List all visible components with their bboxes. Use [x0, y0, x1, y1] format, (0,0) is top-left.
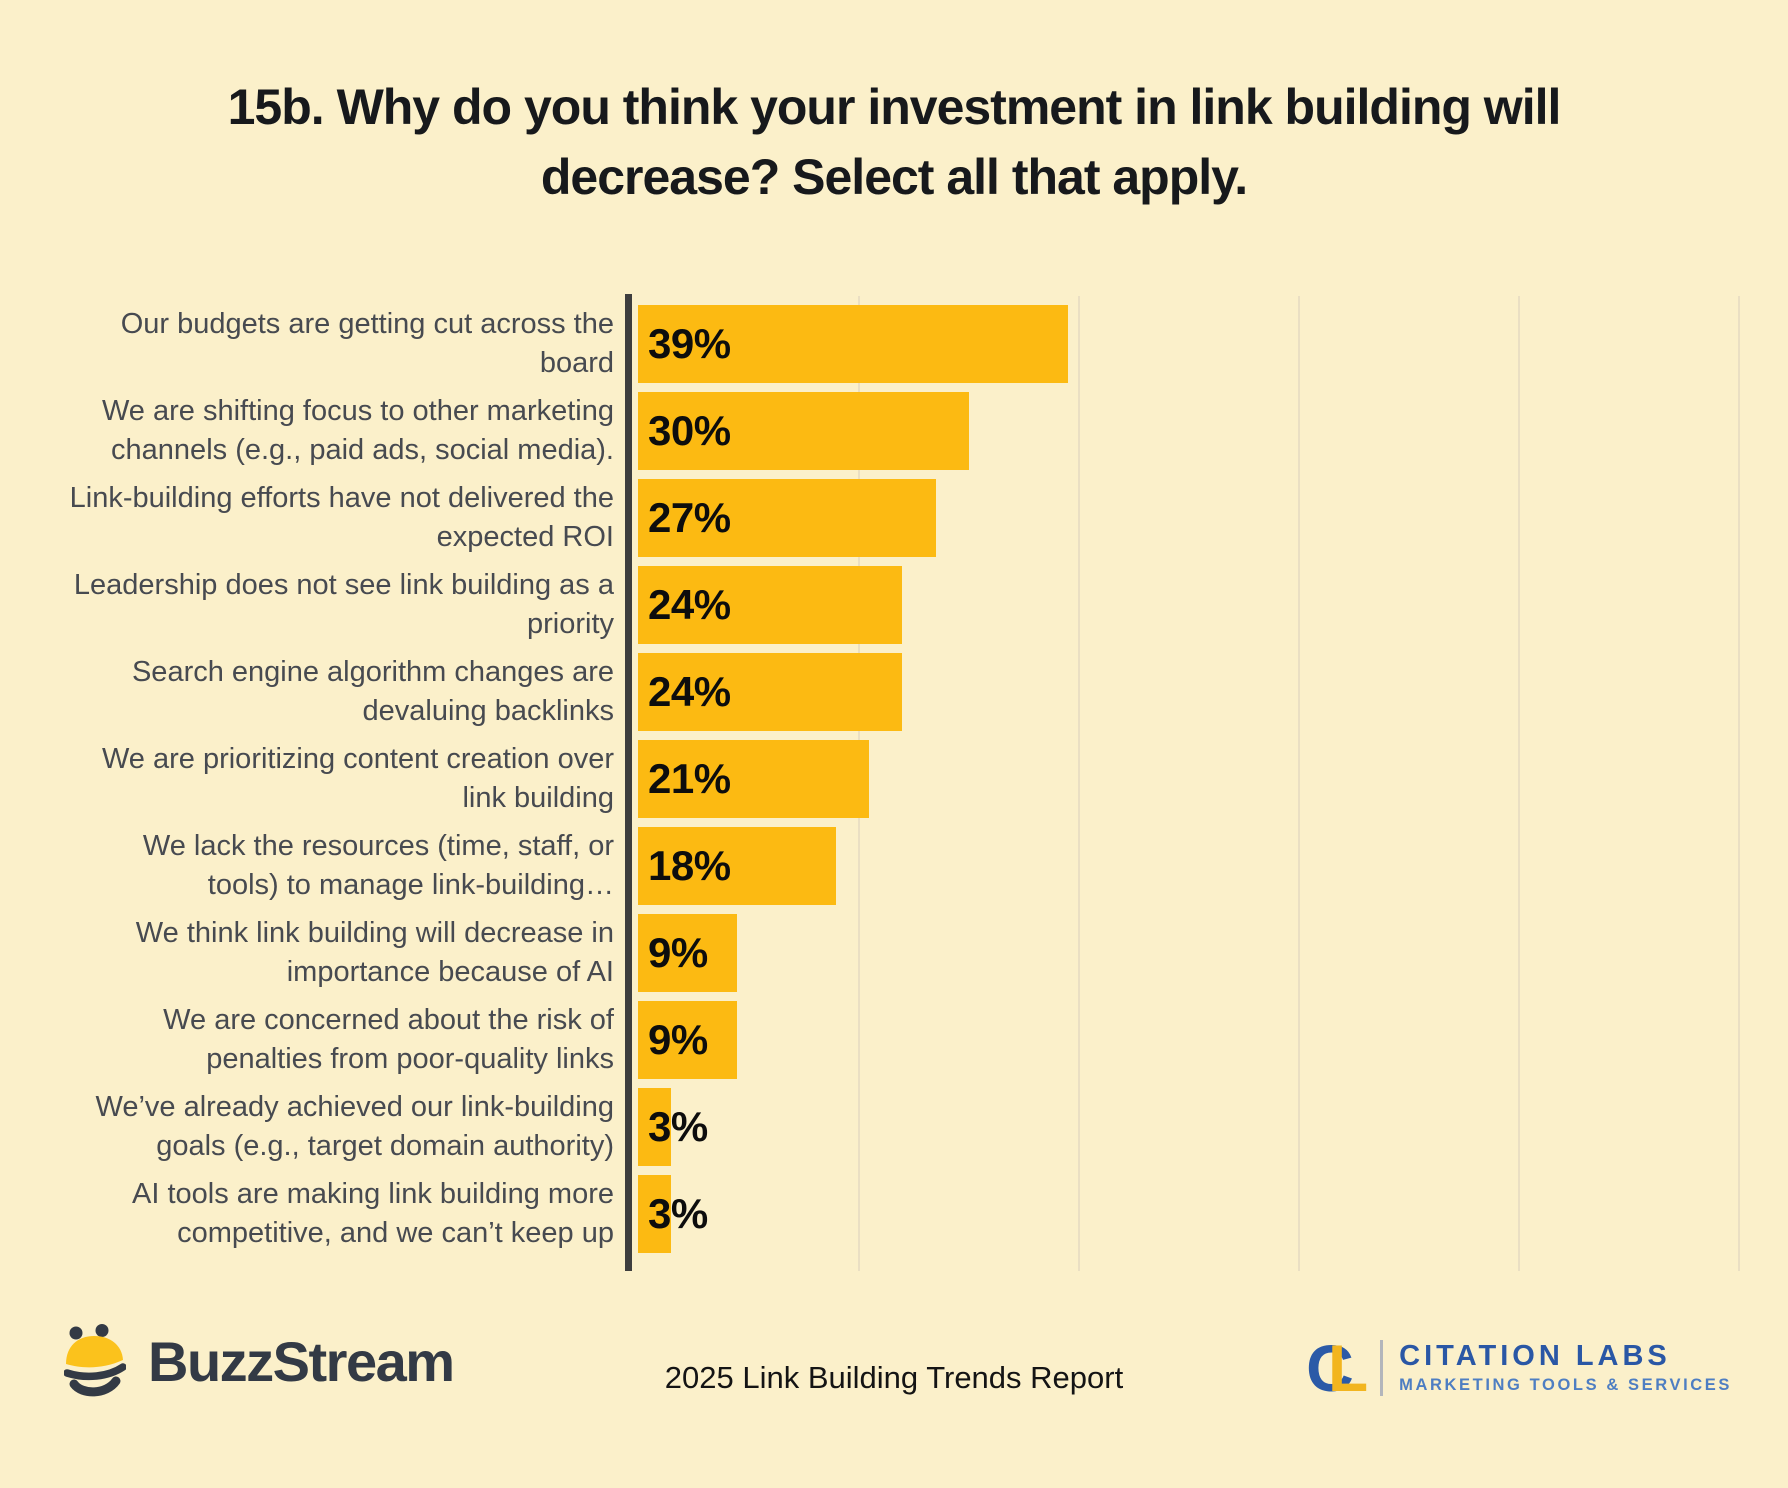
chart-row: Leadership does not see link building as… — [65, 566, 1740, 644]
value-label: 21% — [648, 755, 731, 802]
chart-row: We’ve already achieved our link-building… — [65, 1088, 1740, 1166]
bar: 21% — [638, 740, 870, 818]
category-label: We are prioritizing content creation ove… — [101, 743, 614, 814]
chart-row: Search engine algorithm changes are deva… — [65, 653, 1740, 731]
value-label: 3% — [648, 1103, 708, 1150]
bar: 24% — [638, 653, 903, 731]
gridline-40pct — [1078, 296, 1080, 1271]
bar: 30% — [638, 392, 969, 470]
value-label: 9% — [648, 1016, 708, 1063]
category-label: We think link building will decrease in … — [135, 917, 614, 988]
bar: 24% — [638, 566, 903, 644]
category-label: We are shifting focus to other marketing… — [101, 395, 614, 466]
citationlabs-text: CITATION LABS MARKETING TOOLS & SERVICES — [1399, 1341, 1732, 1395]
report-caption: 2025 Link Building Trends Report — [664, 1360, 1124, 1395]
chart-title: 15b. Why do you think your investment in… — [0, 72, 1788, 212]
value-label: 24% — [648, 668, 731, 715]
bar-track: 27% — [638, 479, 1740, 557]
chart-row: Our budgets are getting cut across the b… — [65, 305, 1740, 383]
category-label: We’ve already achieved our link-building… — [95, 1091, 614, 1162]
category-label: We lack the resources (time, staff, or t… — [142, 830, 614, 901]
bar-chart: Our budgets are getting cut across the b… — [65, 294, 1740, 1271]
bar: 27% — [638, 479, 936, 557]
chart-row: Link-building efforts have not delivered… — [65, 479, 1740, 557]
bar: 9% — [638, 914, 738, 992]
category-label: Search engine algorithm changes are deva… — [131, 656, 614, 727]
category-label: AI tools are making link building more c… — [132, 1178, 614, 1249]
bar-track: 9% — [638, 914, 1740, 992]
bar-track: 21% — [638, 740, 1740, 818]
value-label: 24% — [648, 581, 731, 628]
buzzstream-bee-icon — [64, 1324, 126, 1397]
gridline-100pct — [1738, 296, 1740, 1271]
citationlabs-logo: C L CITATION LABS MARKETING TOOLS & SERV… — [1306, 1331, 1732, 1405]
bar: 3% — [638, 1088, 708, 1166]
chart-title-line-2: decrease? Select all that apply. — [540, 149, 1248, 205]
category-label: Link-building efforts have not delivered… — [69, 482, 614, 553]
gridline-80pct — [1518, 296, 1520, 1271]
category-label: Our budgets are getting cut across the b… — [120, 308, 614, 379]
buzzstream-wordmark: BuzzStream — [148, 1329, 455, 1393]
chart-row: We are shifting focus to other marketing… — [65, 392, 1740, 470]
value-label: 30% — [648, 407, 731, 454]
bar-track: 3% — [638, 1088, 1740, 1166]
logo-divider — [1380, 1340, 1384, 1396]
bar-track: 39% — [638, 305, 1740, 383]
chart-row: We think link building will decrease in … — [65, 914, 1740, 992]
bar: 9% — [638, 1001, 738, 1079]
chart-row: We lack the resources (time, staff, or t… — [65, 827, 1740, 905]
citationlabs-tagline: MARKETING TOOLS & SERVICES — [1399, 1376, 1732, 1394]
bar: 39% — [638, 305, 1068, 383]
value-label: 18% — [648, 842, 731, 889]
value-label: 9% — [648, 929, 708, 976]
bar: 18% — [638, 827, 837, 905]
bar-track: 18% — [638, 827, 1740, 905]
value-label: 27% — [648, 494, 731, 541]
bar: 3% — [638, 1175, 708, 1253]
chart-rows: Our budgets are getting cut across the b… — [65, 294, 1740, 1271]
category-label: Leadership does not see link building as… — [73, 569, 614, 640]
monogram-l: L — [1327, 1331, 1369, 1405]
chart-title-line-1: 15b. Why do you think your investment in… — [227, 79, 1562, 135]
chart-row: AI tools are making link building more c… — [65, 1175, 1740, 1253]
bar-track: 24% — [638, 566, 1740, 644]
chart-row: We are concerned about the risk of penal… — [65, 1001, 1740, 1079]
y-axis-line — [625, 294, 632, 1271]
buzzstream-logo: BuzzStream — [64, 1324, 455, 1398]
citationlabs-monogram: C L — [1306, 1331, 1369, 1405]
monogram-c: C — [1306, 1331, 1354, 1405]
chart-row: We are prioritizing content creation ove… — [65, 740, 1740, 818]
bar-track: 9% — [638, 1001, 1740, 1079]
bar-track: 30% — [638, 392, 1740, 470]
gridline-60pct — [1298, 296, 1300, 1271]
bar-track: 24% — [638, 653, 1740, 731]
citationlabs-name: CITATION LABS — [1399, 1340, 1671, 1372]
bar-track: 3% — [638, 1175, 1740, 1253]
value-label: 3% — [648, 1190, 708, 1237]
value-label: 39% — [648, 320, 731, 367]
category-label: We are concerned about the risk of penal… — [163, 1004, 614, 1075]
